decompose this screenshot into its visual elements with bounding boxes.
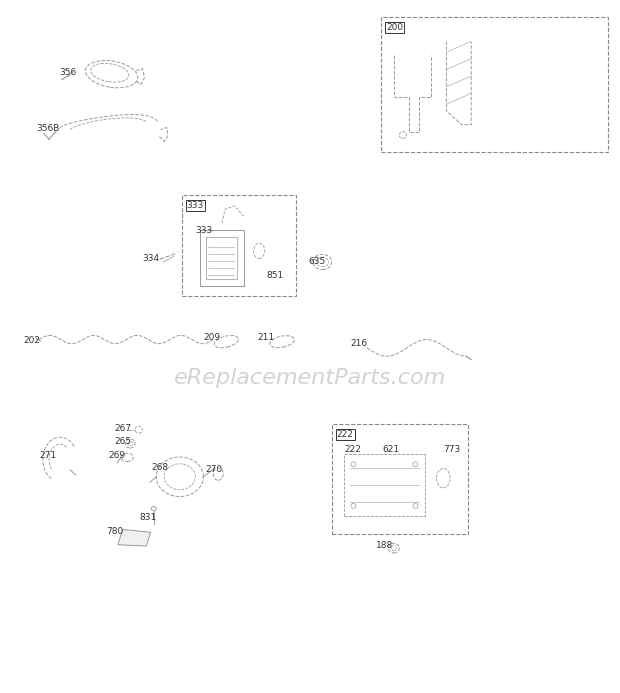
Bar bbox=[182, 195, 296, 296]
Text: 265: 265 bbox=[115, 437, 132, 446]
Text: 202: 202 bbox=[23, 337, 40, 345]
Text: 831: 831 bbox=[139, 514, 156, 522]
Text: 356: 356 bbox=[59, 69, 76, 77]
Text: 334: 334 bbox=[143, 254, 160, 263]
Bar bbox=[344, 454, 425, 516]
Text: 635: 635 bbox=[308, 258, 326, 266]
Text: 851: 851 bbox=[267, 271, 284, 279]
Text: 211: 211 bbox=[257, 333, 275, 342]
Text: 773: 773 bbox=[443, 445, 461, 453]
Bar bbox=[381, 17, 608, 152]
Text: 267: 267 bbox=[115, 424, 132, 432]
Text: 188: 188 bbox=[376, 541, 394, 550]
Text: 209: 209 bbox=[203, 333, 221, 342]
Text: 356B: 356B bbox=[36, 124, 60, 132]
Text: 268: 268 bbox=[151, 463, 169, 471]
Text: 200: 200 bbox=[386, 23, 404, 32]
Text: 271: 271 bbox=[39, 451, 56, 459]
Bar bbox=[200, 230, 244, 286]
Text: eReplacementParts.com: eReplacementParts.com bbox=[174, 368, 446, 387]
Text: 780: 780 bbox=[107, 527, 124, 536]
Bar bbox=[206, 237, 237, 279]
Text: 269: 269 bbox=[108, 451, 126, 459]
Bar bbox=[332, 424, 468, 534]
Text: 270: 270 bbox=[206, 465, 223, 473]
Text: 333: 333 bbox=[195, 226, 213, 234]
Polygon shape bbox=[118, 529, 151, 546]
Text: 333: 333 bbox=[187, 201, 204, 210]
Text: 216: 216 bbox=[350, 339, 368, 347]
Text: 621: 621 bbox=[382, 445, 399, 453]
Text: 222: 222 bbox=[337, 430, 353, 439]
Text: 222: 222 bbox=[344, 445, 361, 453]
